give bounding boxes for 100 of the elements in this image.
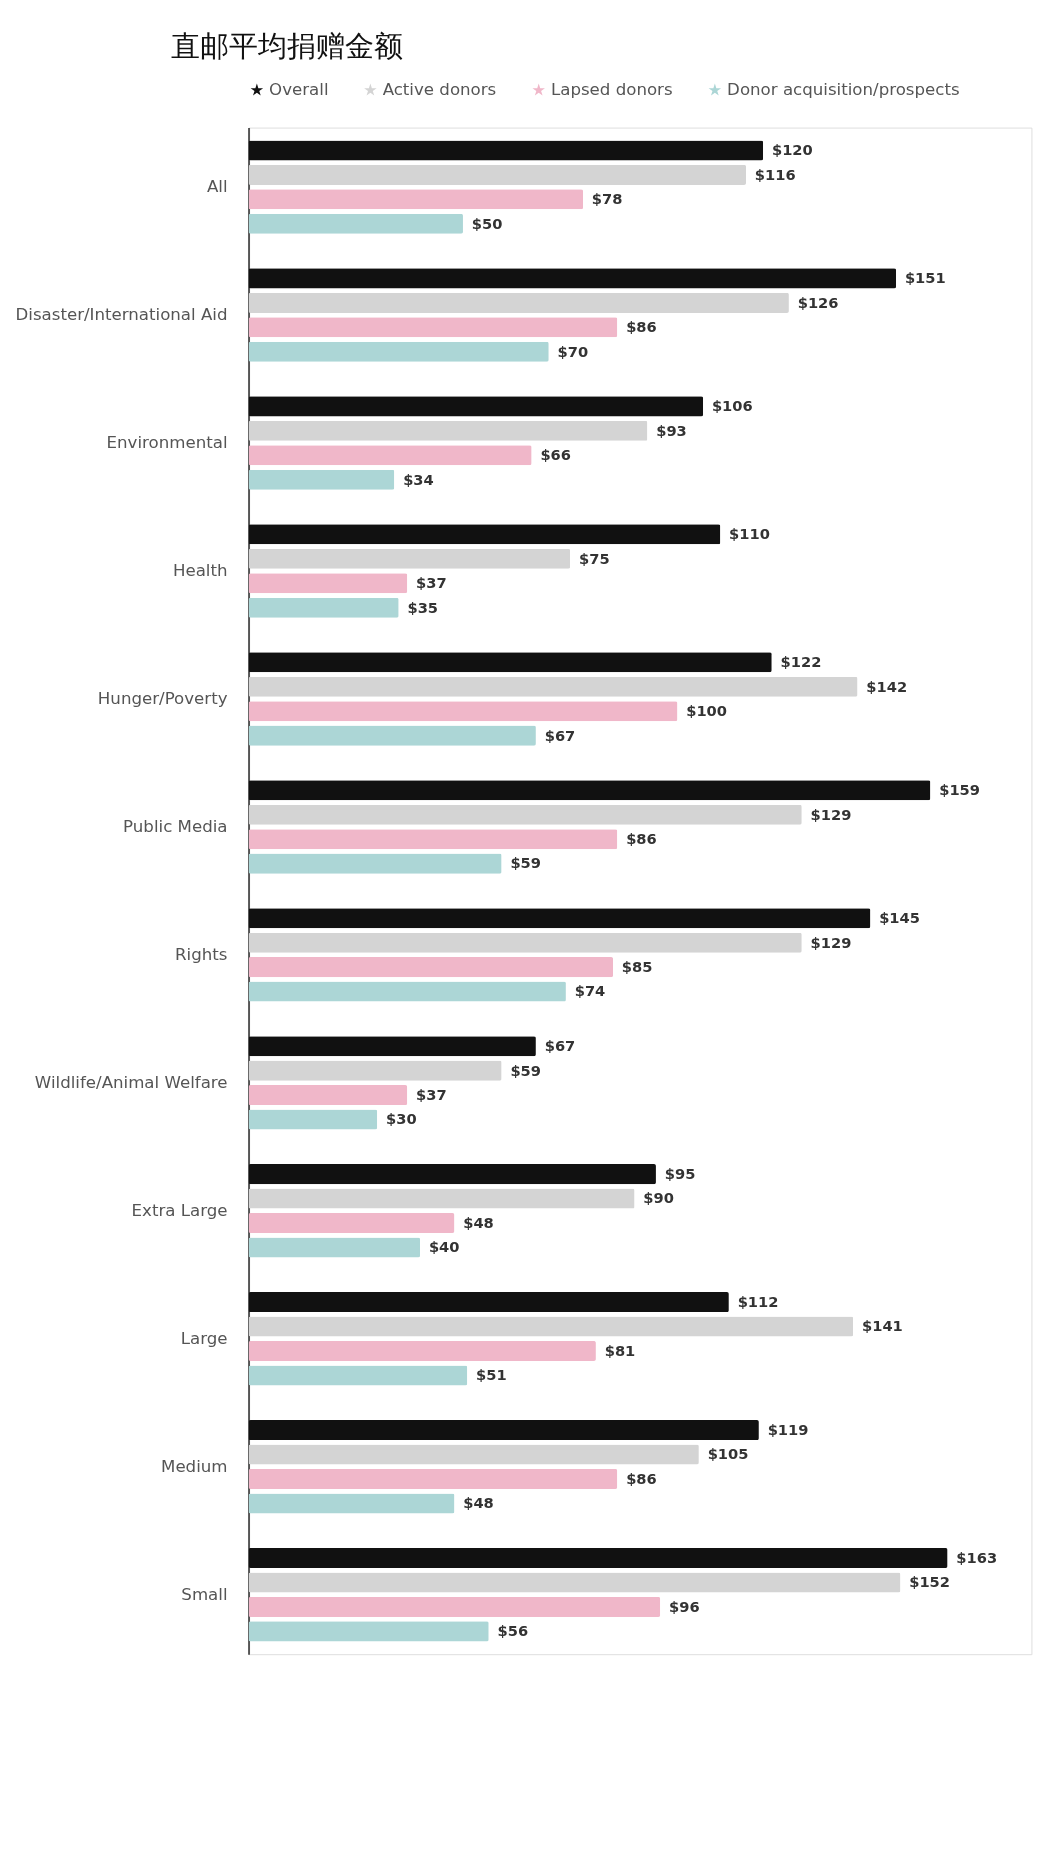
bar (248, 573, 408, 594)
bar (248, 1596, 661, 1617)
y-tick-label: Disaster/International Aid (15, 304, 228, 324)
bar (248, 652, 772, 673)
bar (248, 1468, 618, 1489)
y-tick-label: Public Media (123, 816, 228, 836)
data-label: $75 (578, 549, 610, 567)
data-label: $129 (810, 933, 852, 951)
legend-label: Donor acquisition/prospects (727, 80, 960, 100)
data-label: $90 (643, 1189, 674, 1207)
chart-title: 直邮平均捐赠金额 (171, 29, 404, 64)
data-label: $145 (879, 909, 920, 927)
data-label: $48 (463, 1494, 494, 1512)
data-label: $116 (754, 165, 796, 183)
data-label: $129 (810, 805, 852, 823)
data-label: $67 (544, 726, 576, 744)
bar (248, 1060, 502, 1081)
data-label: $66 (540, 446, 571, 464)
data-label: $59 (510, 1061, 541, 1079)
data-label: $112 (737, 1292, 779, 1310)
bar (248, 1188, 635, 1209)
bar (248, 420, 648, 441)
data-label: $110 (729, 525, 770, 543)
y-tick-label: Small (181, 1584, 228, 1604)
data-label: $159 (939, 781, 980, 799)
data-label: $56 (497, 1622, 529, 1640)
bar (248, 725, 536, 746)
bar (248, 1237, 421, 1258)
bar (248, 1109, 378, 1130)
data-label: $151 (904, 269, 946, 287)
bar (248, 396, 704, 417)
data-label: $37 (416, 1085, 447, 1103)
y-tick-label: Wildlife/Animal Welfare (34, 1072, 228, 1092)
bar (248, 908, 871, 929)
data-label: $105 (707, 1445, 749, 1463)
bar (248, 853, 502, 874)
data-label: $106 (711, 397, 753, 415)
bar (248, 780, 931, 801)
bar (248, 1036, 536, 1057)
bar (248, 1292, 729, 1313)
data-label: $85 (621, 958, 653, 976)
data-label: $35 (407, 598, 439, 616)
data-label: $48 (463, 1213, 494, 1231)
data-label: $93 (656, 421, 687, 439)
bar (248, 1085, 408, 1106)
bar (248, 829, 618, 850)
y-tick-label: Hunger/Poverty (97, 688, 228, 708)
data-label: $95 (664, 1165, 696, 1183)
bar (248, 1164, 656, 1185)
bar (248, 164, 746, 185)
bar (248, 1365, 468, 1386)
bar (248, 957, 614, 978)
data-label: $120 (771, 141, 813, 159)
bar (248, 189, 584, 210)
data-label: $141 (862, 1317, 903, 1335)
bar (248, 524, 721, 545)
data-label: $126 (797, 293, 839, 311)
bar (248, 981, 566, 1002)
bar (248, 701, 678, 722)
data-label: $40 (428, 1238, 460, 1256)
data-label: $81 (604, 1341, 636, 1359)
y-tick-label: Health (172, 560, 228, 580)
bar (248, 597, 399, 618)
y-tick-label: Extra Large (131, 1200, 228, 1220)
data-label: $50 (471, 214, 503, 232)
bar (248, 341, 549, 362)
data-label: $70 (557, 342, 589, 360)
y-tick-label: All (206, 177, 228, 197)
bar (248, 1213, 455, 1234)
data-label: $67 (544, 1037, 576, 1055)
bar (248, 1548, 948, 1569)
legend-label: Active donors (382, 80, 497, 100)
bar (248, 268, 897, 289)
data-label: $122 (780, 653, 822, 671)
bar (248, 292, 789, 313)
y-tick-label: Environmental (106, 432, 228, 452)
data-label: $51 (476, 1366, 507, 1384)
data-label: $142 (866, 677, 908, 695)
data-label: $96 (669, 1597, 700, 1615)
bar (248, 469, 395, 490)
bar (248, 140, 764, 161)
data-label: $86 (626, 830, 657, 848)
bar (248, 1572, 901, 1593)
y-tick-label: Medium (161, 1456, 228, 1476)
data-label: $59 (510, 854, 541, 872)
bar (248, 1420, 759, 1441)
legend-label: Overall (269, 80, 329, 100)
bar (248, 1316, 854, 1337)
bar (248, 804, 802, 825)
bar (248, 1444, 699, 1465)
bar (248, 676, 858, 697)
bar (248, 1340, 596, 1362)
bar (248, 213, 463, 234)
data-label: $74 (574, 982, 606, 1000)
data-label: $34 (403, 470, 434, 488)
data-label: $30 (386, 1110, 417, 1128)
bar (248, 317, 618, 338)
data-label: $152 (909, 1573, 950, 1591)
bar (248, 1493, 455, 1514)
data-label: $119 (767, 1420, 809, 1438)
